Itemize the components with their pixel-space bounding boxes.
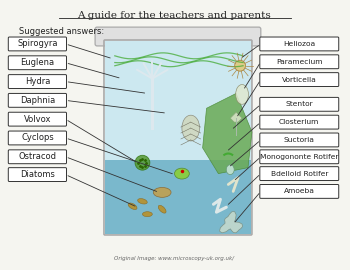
Text: Vorticella: Vorticella: [282, 77, 317, 83]
Text: Paramecium: Paramecium: [276, 59, 323, 65]
Text: Bdelloid Rotifer: Bdelloid Rotifer: [271, 171, 328, 177]
Text: Ostracod: Ostracod: [19, 152, 56, 161]
FancyBboxPatch shape: [95, 27, 261, 46]
FancyBboxPatch shape: [8, 112, 66, 126]
Text: Closterium: Closterium: [279, 119, 320, 125]
Ellipse shape: [234, 60, 245, 71]
Bar: [105, 160, 251, 234]
FancyBboxPatch shape: [8, 37, 66, 51]
FancyBboxPatch shape: [260, 97, 339, 111]
Ellipse shape: [128, 203, 137, 210]
FancyBboxPatch shape: [8, 150, 66, 164]
Ellipse shape: [226, 165, 234, 175]
Polygon shape: [230, 112, 242, 122]
Text: Volvox: Volvox: [24, 115, 51, 124]
FancyBboxPatch shape: [8, 93, 66, 107]
Text: Diatoms: Diatoms: [20, 170, 55, 179]
Ellipse shape: [153, 187, 171, 197]
Ellipse shape: [236, 85, 248, 104]
Text: Stentor: Stentor: [286, 101, 313, 107]
FancyBboxPatch shape: [260, 73, 339, 86]
FancyBboxPatch shape: [260, 167, 339, 181]
Polygon shape: [219, 212, 243, 233]
Text: Cyclops: Cyclops: [21, 133, 54, 143]
FancyBboxPatch shape: [8, 131, 66, 145]
Text: Daphnia: Daphnia: [20, 96, 55, 105]
FancyBboxPatch shape: [8, 75, 66, 89]
FancyBboxPatch shape: [8, 168, 66, 181]
Text: Monogononte Rotifer: Monogononte Rotifer: [260, 154, 338, 160]
Ellipse shape: [182, 115, 199, 141]
FancyBboxPatch shape: [260, 37, 339, 51]
FancyBboxPatch shape: [260, 115, 339, 129]
Text: Amoeba: Amoeba: [284, 188, 315, 194]
Text: Suggested answers:: Suggested answers:: [19, 27, 104, 36]
Text: Heliozoa: Heliozoa: [283, 41, 315, 47]
Polygon shape: [203, 93, 252, 174]
Text: Euglena: Euglena: [20, 58, 55, 67]
Text: Original Image: www.microscopy-uk.org.uk/: Original Image: www.microscopy-uk.org.uk…: [114, 256, 234, 261]
Bar: [105, 41, 251, 160]
FancyBboxPatch shape: [260, 55, 339, 69]
FancyBboxPatch shape: [260, 184, 339, 198]
FancyBboxPatch shape: [260, 133, 339, 147]
Text: Hydra: Hydra: [25, 77, 50, 86]
Ellipse shape: [158, 205, 166, 213]
Ellipse shape: [142, 212, 152, 217]
Text: A guide for the teachers and parents: A guide for the teachers and parents: [77, 11, 271, 20]
Text: Spirogyra: Spirogyra: [17, 39, 58, 48]
FancyBboxPatch shape: [260, 150, 339, 164]
FancyBboxPatch shape: [8, 56, 66, 70]
Ellipse shape: [135, 155, 150, 170]
Ellipse shape: [175, 168, 189, 179]
Text: Suctoria: Suctoria: [284, 137, 315, 143]
Ellipse shape: [138, 199, 147, 204]
